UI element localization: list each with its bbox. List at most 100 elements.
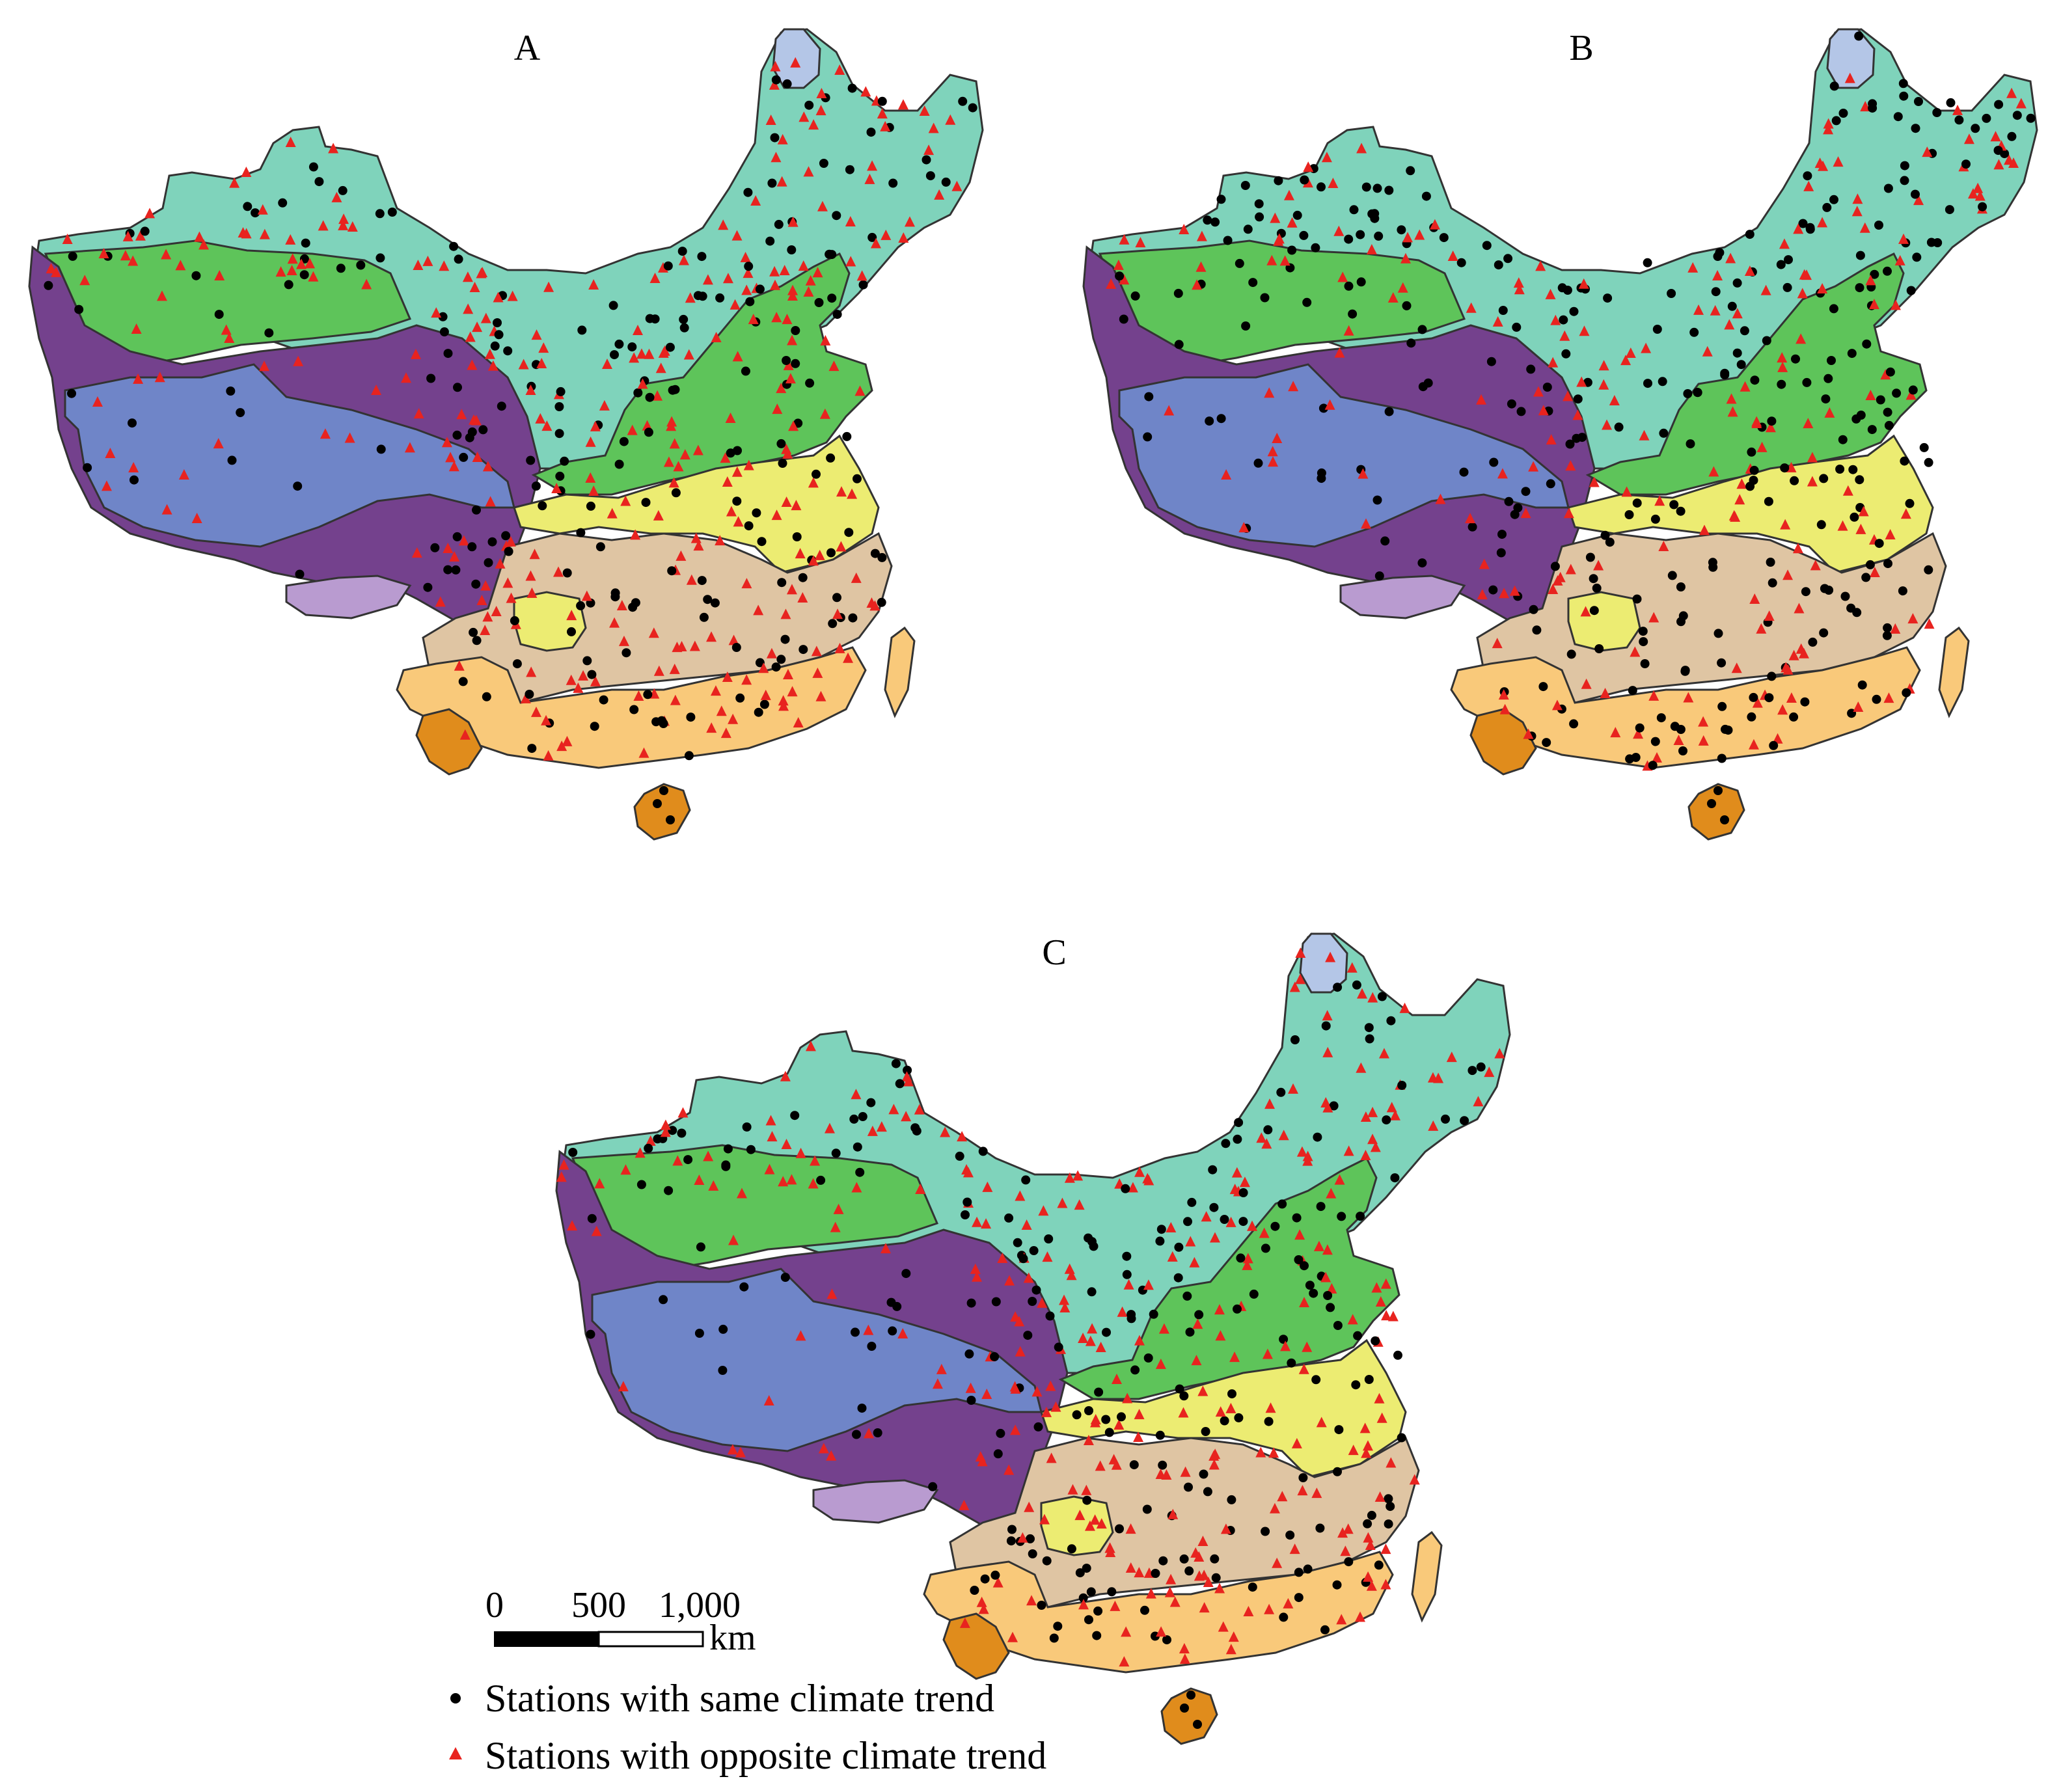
panel-label: A xyxy=(514,28,541,68)
station-same-trend xyxy=(1708,562,1718,572)
station-same-trend xyxy=(1143,432,1153,442)
station-same-trend xyxy=(832,310,842,319)
station-same-trend xyxy=(576,528,586,537)
station-opposite-trend xyxy=(808,119,819,130)
station-opposite-trend xyxy=(1374,1491,1386,1502)
station-opposite-trend xyxy=(1752,697,1763,708)
station-same-trend xyxy=(1173,1273,1183,1283)
station-same-trend xyxy=(741,366,750,376)
station-same-trend xyxy=(1801,587,1810,597)
station-opposite-trend xyxy=(1576,376,1587,387)
station-opposite-trend xyxy=(520,692,531,703)
station-opposite-trend xyxy=(1197,1385,1208,1396)
station-opposite-trend xyxy=(1259,1227,1270,1238)
station-same-trend xyxy=(1488,585,1498,595)
station-opposite-trend xyxy=(833,1203,844,1214)
station-opposite-trend xyxy=(830,1221,841,1232)
station-same-trend xyxy=(765,236,775,246)
station-opposite-trend xyxy=(1367,1134,1378,1145)
station-opposite-trend xyxy=(741,674,752,685)
station-same-trend xyxy=(1185,1327,1195,1337)
station-same-trend xyxy=(759,699,769,709)
station-same-trend xyxy=(295,569,305,579)
station-opposite-trend xyxy=(1117,1306,1128,1317)
station-same-trend xyxy=(1023,1331,1033,1340)
station-opposite-trend xyxy=(465,331,476,342)
station-opposite-trend xyxy=(1523,728,1534,739)
station-opposite-trend xyxy=(1786,692,1797,703)
station-same-trend xyxy=(659,786,668,795)
station-same-trend xyxy=(1260,293,1270,303)
station-opposite-trend xyxy=(1727,406,1738,417)
station-same-trend xyxy=(653,1134,662,1144)
station-opposite-trend xyxy=(1337,271,1348,282)
station-same-trend xyxy=(293,482,303,491)
station-opposite-trend xyxy=(1844,72,1855,83)
station-opposite-trend xyxy=(1295,947,1306,958)
station-same-trend xyxy=(1542,738,1551,748)
station-same-trend xyxy=(980,1574,990,1584)
station-opposite-trend xyxy=(1890,623,1901,634)
station-opposite-trend xyxy=(1192,1318,1203,1329)
station-opposite-trend xyxy=(787,290,798,301)
station-same-trend xyxy=(1323,1291,1333,1300)
station-opposite-trend xyxy=(1031,1386,1043,1397)
station-opposite-trend xyxy=(1004,1464,1015,1475)
station-opposite-trend xyxy=(1855,523,1866,534)
station-opposite-trend xyxy=(1772,733,1783,744)
station-opposite-trend xyxy=(1360,1150,1371,1161)
station-opposite-trend xyxy=(1509,585,1520,596)
station-opposite-trend xyxy=(769,279,780,290)
station-opposite-trend xyxy=(1736,478,1747,489)
station-opposite-trend xyxy=(1110,1600,1121,1611)
station-same-trend xyxy=(443,565,453,575)
station-same-trend xyxy=(1210,1554,1220,1564)
station-same-trend xyxy=(1179,1391,1189,1401)
station-same-trend xyxy=(526,455,536,465)
station-opposite-trend xyxy=(1357,988,1368,999)
station-opposite-trend xyxy=(1477,589,1488,600)
station-opposite-trend xyxy=(1602,419,1613,430)
station-same-trend xyxy=(451,565,461,575)
station-opposite-trend xyxy=(1414,229,1425,240)
station-same-trend xyxy=(1084,1615,1093,1625)
station-same-trend xyxy=(1441,1114,1450,1124)
station-same-trend xyxy=(1557,283,1567,293)
station-opposite-trend xyxy=(1274,233,1285,244)
station-same-trend xyxy=(236,408,245,418)
station-opposite-trend xyxy=(1343,1145,1354,1156)
station-opposite-trend xyxy=(1399,1002,1410,1013)
station-same-trend xyxy=(1158,1556,1168,1566)
station-opposite-trend xyxy=(670,694,681,705)
station-opposite-trend xyxy=(1609,395,1620,406)
station-same-trend xyxy=(1632,594,1642,604)
station-same-trend xyxy=(1290,1035,1300,1044)
station-opposite-trend xyxy=(1229,1184,1240,1195)
station-same-trend xyxy=(1084,1406,1093,1415)
station-opposite-trend xyxy=(836,541,847,552)
station-opposite-trend xyxy=(972,1216,983,1227)
station-same-trend xyxy=(1186,1690,1195,1700)
station-opposite-trend xyxy=(1620,355,1632,366)
station-same-trend xyxy=(1184,1566,1194,1576)
station-same-trend xyxy=(1504,496,1514,506)
station-same-trend xyxy=(1402,301,1412,310)
station-opposite-trend xyxy=(758,662,769,673)
station-opposite-trend xyxy=(880,120,891,131)
station-same-trend xyxy=(1911,189,1920,199)
station-opposite-trend xyxy=(1303,161,1314,172)
station-opposite-trend xyxy=(1007,1631,1018,1642)
station-opposite-trend xyxy=(1166,1573,1177,1584)
station-opposite-trend xyxy=(1593,560,1604,571)
scale-tick-0: 0 xyxy=(485,1585,504,1625)
station-same-trend xyxy=(1155,1430,1165,1440)
station-opposite-trend xyxy=(818,1443,829,1454)
station-opposite-trend xyxy=(808,555,819,566)
station-same-trend xyxy=(1683,389,1693,398)
station-opposite-trend xyxy=(1106,278,1117,289)
station-same-trend xyxy=(1546,479,1555,489)
station-same-trend xyxy=(1028,1297,1037,1306)
station-same-trend xyxy=(873,1428,882,1437)
station-opposite-trend xyxy=(1795,643,1807,654)
station-opposite-trend xyxy=(448,461,459,472)
